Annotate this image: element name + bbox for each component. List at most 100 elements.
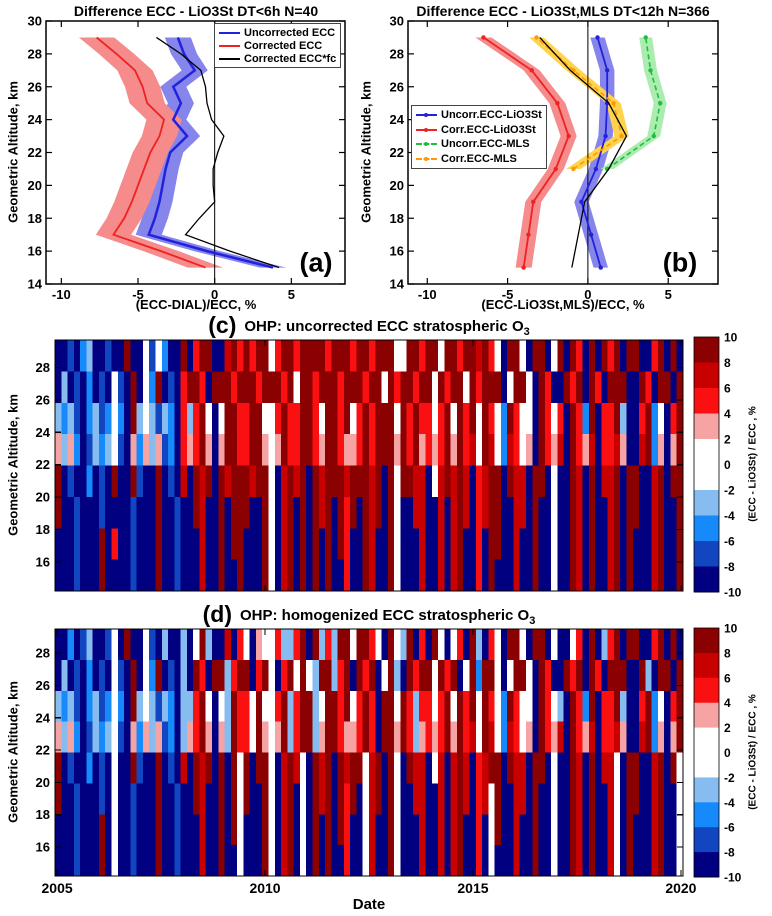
legend-label: Corr.ECC-MLS: [441, 152, 517, 165]
panel-d-title: (d) OHP: homogenized ECC stratospheric O3: [203, 601, 536, 628]
svg-text:-5: -5: [502, 287, 514, 302]
svg-text:28: 28: [36, 646, 50, 661]
svg-text:30: 30: [28, 14, 42, 29]
panel-d-xlabel: Date: [352, 896, 386, 913]
svg-text:22: 22: [390, 145, 404, 160]
legend-key-line: [416, 127, 437, 132]
svg-text:-2: -2: [724, 484, 735, 498]
svg-text:28: 28: [36, 360, 50, 375]
svg-text:18: 18: [36, 807, 50, 822]
panel-b-legend: Uncorr.ECC-LiO3St Corr.ECC-LidO3St Uncor…: [411, 105, 547, 169]
svg-text:2: 2: [724, 433, 731, 447]
svg-text:-4: -4: [724, 796, 735, 810]
legend-key-line: [219, 31, 240, 34]
heatmap-c: 16 18 20 22 24 26 28: [36, 339, 684, 592]
svg-text:14: 14: [28, 277, 43, 292]
svg-text:14: 14: [390, 277, 405, 292]
svg-text:28: 28: [28, 46, 42, 61]
legend-item: Corr.ECC-MLS: [416, 152, 542, 167]
svg-text:-10: -10: [724, 871, 742, 885]
legend-label: Corr.ECC-LidO3St: [441, 123, 536, 136]
svg-text:26: 26: [36, 392, 50, 407]
svg-text:-2: -2: [724, 771, 735, 785]
svg-text:16: 16: [36, 839, 50, 854]
legend-key-line: [416, 156, 437, 161]
svg-text:2005: 2005: [42, 880, 73, 896]
svg-text:-6: -6: [724, 821, 735, 835]
panel-b-title: Difference ECC - LiO3St,MLS DT<12h N=366: [416, 3, 710, 19]
panel-d-title-subscript: 3: [529, 615, 536, 627]
legend-item: Uncorr.ECC-MLS: [416, 137, 542, 152]
svg-text:30: 30: [390, 14, 404, 29]
svg-text:18: 18: [28, 211, 42, 226]
svg-text:-10: -10: [418, 287, 437, 302]
svg-text:5: 5: [288, 287, 295, 302]
panel-a-legend: Uncorrected ECC Corrected ECC Corrected …: [214, 23, 342, 68]
colorbar-d: 10 8 6 4 2 0 -2 -4 -6 -8 -10: [693, 622, 742, 885]
svg-text:6: 6: [724, 671, 731, 685]
panel-c-letter: (c): [208, 312, 237, 338]
svg-text:18: 18: [36, 522, 50, 537]
panel-a-letter: (a): [299, 247, 333, 278]
svg-text:24: 24: [36, 710, 51, 725]
legend-item: Corrected ECC: [219, 39, 336, 52]
panel-a-title: Difference ECC - LiO3St DT<6h N=40: [73, 3, 319, 19]
svg-text:26: 26: [36, 678, 50, 693]
svg-text:4: 4: [724, 696, 731, 710]
svg-text:-8: -8: [724, 560, 735, 574]
svg-text:8: 8: [724, 646, 731, 660]
svg-text:6: 6: [724, 382, 731, 396]
legend-item: Corrected ECC*fc: [219, 52, 336, 65]
svg-text:26: 26: [390, 79, 404, 94]
legend-label: Uncorr.ECC-LiO3St: [441, 109, 542, 122]
svg-text:0: 0: [584, 287, 591, 302]
legend-item: Corr.ECC-LidO3St: [416, 123, 542, 138]
panel-c-title: (c) OHP: uncorrected ECC stratospheric O3: [208, 312, 529, 339]
panel-d-ylabel: Geometric Altitude, km: [5, 681, 21, 823]
legend-item: Uncorr.ECC-LiO3St: [416, 108, 542, 123]
svg-text:10: 10: [724, 622, 738, 636]
svg-text:8: 8: [724, 356, 731, 370]
legend-label: Uncorrected ECC: [244, 26, 336, 39]
svg-text:22: 22: [36, 743, 50, 758]
svg-text:-8: -8: [724, 846, 735, 860]
svg-text:24: 24: [28, 112, 43, 127]
svg-text:22: 22: [36, 457, 50, 472]
svg-text:-10: -10: [52, 287, 71, 302]
svg-text:20: 20: [36, 775, 50, 790]
svg-text:20: 20: [390, 178, 404, 193]
svg-text:2020: 2020: [665, 880, 696, 896]
svg-text:22: 22: [28, 145, 42, 160]
svg-text:-5: -5: [132, 287, 144, 302]
svg-text:-10: -10: [724, 586, 742, 600]
svg-text:24: 24: [390, 112, 405, 127]
svg-text:28: 28: [390, 46, 404, 61]
legend-label: Corrected ECC*fc: [244, 52, 337, 65]
svg-text:0: 0: [724, 746, 731, 760]
panel-c-ylabel: Geometric Altitude, km: [5, 394, 21, 536]
svg-text:16: 16: [390, 244, 404, 259]
svg-text:24: 24: [36, 425, 51, 440]
svg-text:-6: -6: [724, 535, 735, 549]
panel-b-letter: (b): [662, 247, 698, 278]
svg-text:18: 18: [390, 211, 404, 226]
panel-a-ylabel: Geometric Altitude, km: [5, 81, 21, 223]
legend-key-line: [416, 113, 437, 118]
panel-c-title-subscript: 3: [523, 326, 530, 338]
svg-text:20: 20: [36, 490, 50, 505]
panel-c-title-text: OHP: uncorrected ECC stratospheric O: [244, 318, 524, 335]
panel-b-ylabel: Geometric Altitude, km: [358, 81, 374, 223]
legend-key-line: [416, 142, 437, 147]
legend-key-line: [219, 44, 240, 47]
legend-label: Uncorr.ECC-MLS: [441, 138, 530, 151]
colorbar-c: 10 8 6 4 2 0 -2 -4 -6 -8 -10: [693, 331, 742, 600]
svg-text:10: 10: [724, 331, 738, 345]
colorbar-c-label: (ECC - LiO3St) / ECC , %: [747, 406, 759, 522]
svg-text:0: 0: [211, 287, 218, 302]
legend-key-line: [219, 57, 240, 60]
svg-text:0: 0: [724, 458, 731, 472]
panel-a-xlabel: (ECC-DIAL)/ECC, %: [135, 297, 257, 312]
svg-text:26: 26: [28, 79, 42, 94]
svg-text:-4: -4: [724, 509, 735, 523]
